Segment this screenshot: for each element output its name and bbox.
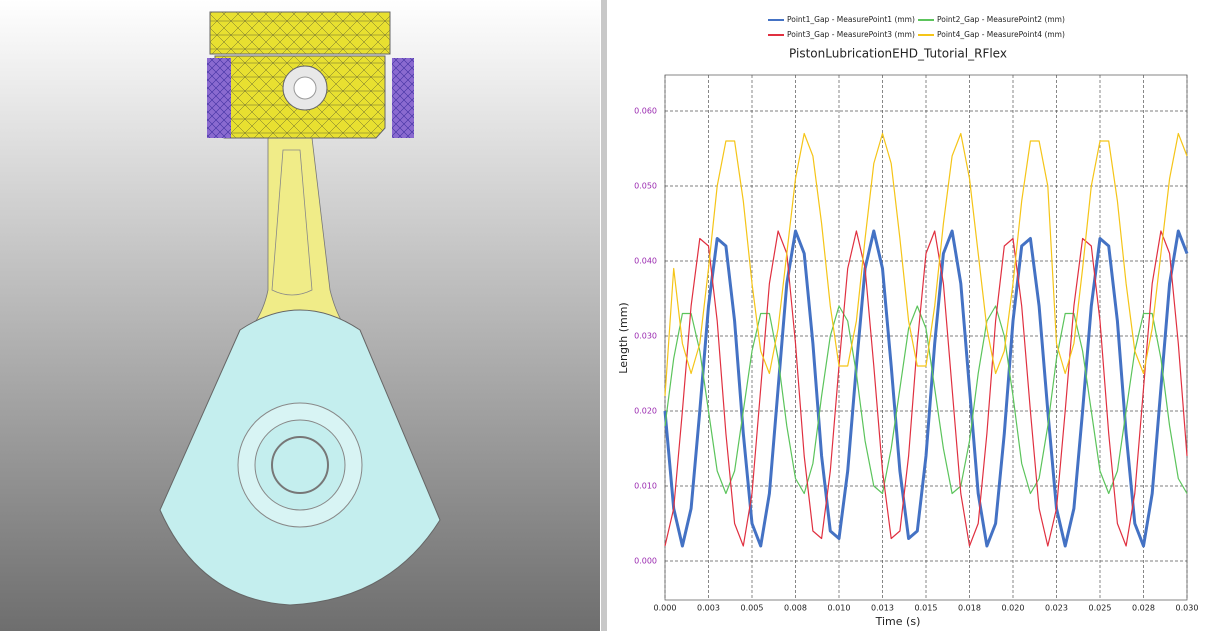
legend-label: Point2_Gap - MeasurePoint2 (mm) — [937, 15, 1065, 24]
x-axis-title: Time (s) — [875, 615, 921, 628]
x-tick-label: 0.015 — [915, 604, 938, 613]
legend-label: Point4_Gap - MeasurePoint4 (mm) — [937, 30, 1065, 39]
skirt-mesh-left — [207, 58, 231, 138]
skirt-mesh-right — [392, 58, 414, 138]
x-tick-label: 0.020 — [1002, 604, 1025, 613]
legend-label: Point1_Gap - MeasurePoint1 (mm) — [787, 15, 915, 24]
model-viewport — [0, 0, 600, 631]
piston-crown — [210, 12, 390, 54]
y-tick-label: 0.000 — [634, 557, 657, 566]
y-tick-label: 0.040 — [634, 257, 657, 266]
x-tick-label: 0.028 — [1132, 604, 1155, 613]
x-tick-label: 0.000 — [654, 604, 677, 613]
x-tick-label: 0.018 — [958, 604, 981, 613]
x-tick-label: 0.003 — [697, 604, 720, 613]
y-tick-label: 0.050 — [634, 182, 657, 191]
chart-title: PistonLubricationEHD_Tutorial_RFlex — [789, 47, 1007, 61]
x-tick-label: 0.010 — [828, 604, 851, 613]
y-tick-label: 0.020 — [634, 407, 657, 416]
bearing-inner — [272, 437, 328, 493]
screen: PistonLubricationEHD_Tutorial_RFlex Time… — [0, 0, 1207, 631]
page: PistonLubricationEHD_Tutorial_RFlex Time… — [0, 0, 1207, 631]
y-tick-label: 0.010 — [634, 482, 657, 491]
y-tick-label: 0.030 — [634, 332, 657, 341]
x-tick-label: 0.005 — [741, 604, 764, 613]
x-tick-label: 0.013 — [871, 604, 894, 613]
x-tick-label: 0.023 — [1045, 604, 1068, 613]
x-tick-label: 0.025 — [1089, 604, 1112, 613]
legend-label: Point3_Gap - MeasurePoint3 (mm) — [787, 30, 915, 39]
piston-pin-bore — [294, 77, 316, 99]
x-tick-label: 0.008 — [784, 604, 807, 613]
x-tick-label: 0.030 — [1176, 604, 1199, 613]
splitter[interactable] — [601, 0, 607, 631]
y-axis-title: Length (mm) — [617, 302, 630, 373]
y-tick-label: 0.060 — [634, 107, 657, 116]
